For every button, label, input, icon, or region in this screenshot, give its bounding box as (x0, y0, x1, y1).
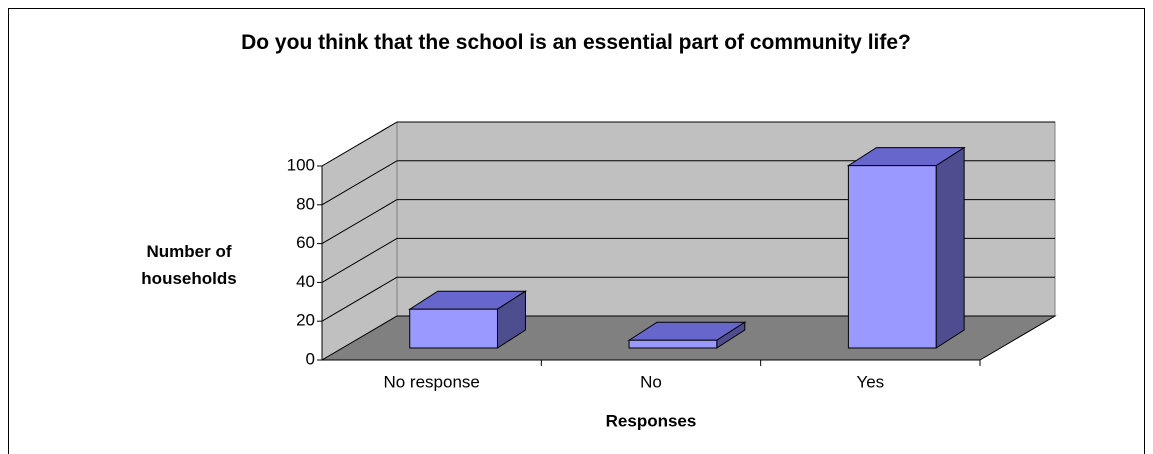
y-axis-label: Number of households (141, 242, 237, 288)
x-axis-label: Responses (606, 411, 697, 430)
y-tick-label: 20 (296, 311, 315, 330)
grid-line (321, 160, 398, 206)
y-tick-label: 100 (287, 155, 315, 174)
bar (628, 339, 718, 349)
bar (409, 308, 498, 349)
grid-line (321, 121, 398, 167)
y-tick-label: 40 (296, 272, 315, 291)
y-tick-label: 80 (296, 194, 315, 213)
x-tick-label: Yes (856, 372, 884, 391)
x-tick-label: No response (383, 372, 479, 391)
y-tick-label: 0 (306, 349, 315, 368)
chart-title: Do you think that the school is an essen… (241, 31, 911, 54)
y-tick-label: 60 (296, 233, 315, 252)
bar (847, 165, 937, 349)
x-tick-label: No (640, 372, 662, 391)
bar-side (935, 146, 965, 349)
grid-line (321, 237, 398, 283)
chart-border (8, 8, 1145, 454)
grid-line (321, 276, 398, 322)
grid-line (321, 199, 398, 245)
